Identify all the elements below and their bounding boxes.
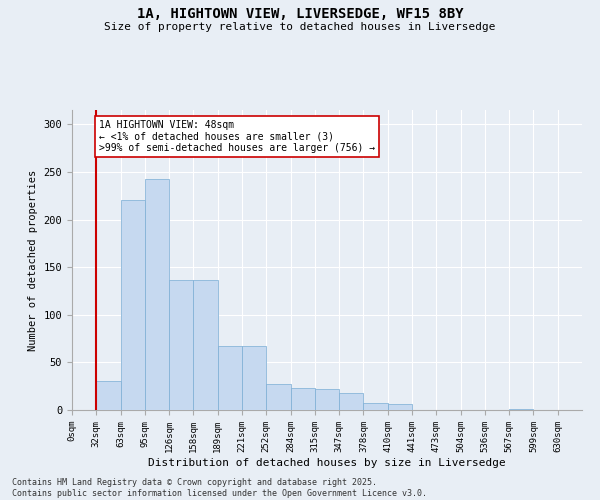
Text: 1A, HIGHTOWN VIEW, LIVERSEDGE, WF15 8BY: 1A, HIGHTOWN VIEW, LIVERSEDGE, WF15 8BY	[137, 8, 463, 22]
X-axis label: Distribution of detached houses by size in Liversedge: Distribution of detached houses by size …	[148, 458, 506, 468]
Text: 1A HIGHTOWN VIEW: 48sqm
← <1% of detached houses are smaller (3)
>99% of semi-de: 1A HIGHTOWN VIEW: 48sqm ← <1% of detache…	[99, 120, 375, 152]
Bar	[145, 178, 169, 410]
Y-axis label: Number of detached properties: Number of detached properties	[28, 170, 38, 350]
Text: Contains HM Land Registry data © Crown copyright and database right 2025.
Contai: Contains HM Land Registry data © Crown c…	[12, 478, 427, 498]
Bar	[169, 280, 193, 410]
Bar	[266, 384, 290, 410]
Bar	[121, 200, 145, 410]
Bar	[96, 382, 121, 410]
Bar	[388, 404, 412, 410]
Text: Size of property relative to detached houses in Liversedge: Size of property relative to detached ho…	[104, 22, 496, 32]
Bar	[290, 388, 315, 410]
Bar	[193, 280, 218, 410]
Bar	[509, 409, 533, 410]
Bar	[218, 346, 242, 410]
Bar	[315, 389, 339, 410]
Bar	[364, 404, 388, 410]
Bar	[339, 393, 364, 410]
Bar	[242, 346, 266, 410]
